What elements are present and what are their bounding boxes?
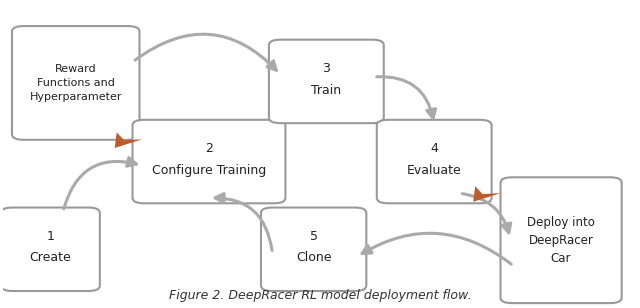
Text: Clone: Clone — [296, 251, 332, 265]
Text: Configure Training: Configure Training — [152, 164, 266, 177]
Text: Evaluate: Evaluate — [407, 164, 461, 177]
Text: Deploy into
DeepRacer
Car: Deploy into DeepRacer Car — [527, 216, 595, 265]
Text: 1: 1 — [47, 230, 54, 243]
FancyBboxPatch shape — [1, 208, 100, 291]
FancyBboxPatch shape — [377, 120, 492, 203]
Polygon shape — [115, 132, 142, 148]
Text: Figure 2. DeepRacer RL model deployment flow.: Figure 2. DeepRacer RL model deployment … — [169, 289, 471, 302]
FancyBboxPatch shape — [132, 120, 285, 203]
Text: 5: 5 — [310, 230, 317, 243]
Text: Create: Create — [29, 251, 71, 265]
FancyBboxPatch shape — [500, 177, 621, 303]
Text: 4: 4 — [430, 142, 438, 155]
FancyBboxPatch shape — [269, 40, 384, 123]
Polygon shape — [473, 186, 500, 202]
FancyBboxPatch shape — [12, 26, 140, 140]
Text: 2: 2 — [205, 142, 213, 155]
Text: 3: 3 — [323, 62, 330, 75]
FancyBboxPatch shape — [261, 208, 366, 291]
Text: Train: Train — [311, 84, 341, 97]
Text: Reward
Functions and
Hyperparameter: Reward Functions and Hyperparameter — [29, 64, 122, 102]
